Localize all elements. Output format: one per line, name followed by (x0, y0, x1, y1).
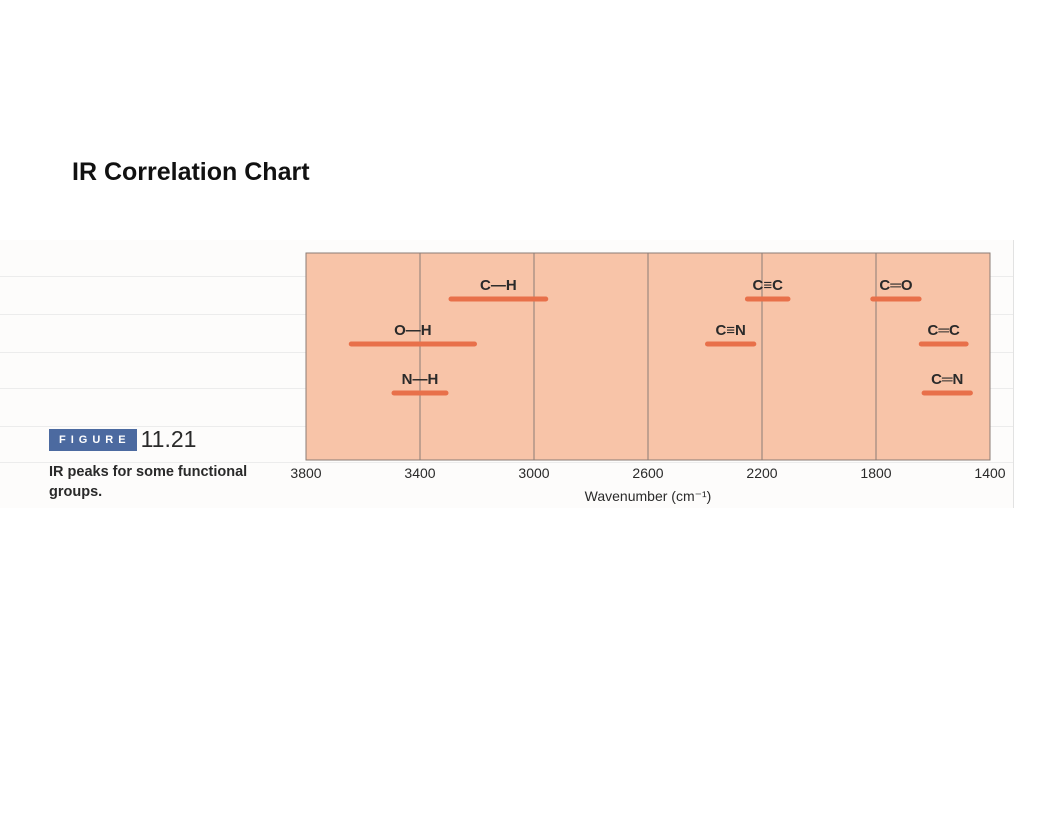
band-bar-3 (348, 341, 477, 347)
band-label-1: C≡C (752, 277, 783, 294)
bands: C—H C≡C C═O O—H C≡N C═C N—H C═N (348, 277, 973, 396)
band-bar-2 (870, 296, 922, 302)
figure-number: 11.21 (140, 426, 197, 452)
band-bar-4 (705, 341, 757, 347)
band-label-2: C═O (879, 277, 912, 294)
band-bar-1 (744, 296, 791, 302)
band-label-7: C═N (931, 371, 963, 388)
band-bar-5 (918, 341, 969, 347)
band-label-3: O—H (394, 322, 432, 339)
x-tick-3400: 3400 (404, 465, 435, 481)
band-bar-6 (391, 390, 449, 396)
x-tick-2200: 2200 (746, 465, 777, 481)
figure-caption: IR peaks for some functional groups. (49, 464, 248, 500)
figure-label: FIGURE 11.21 (49, 426, 196, 453)
x-tick-1800: 1800 (860, 465, 891, 481)
x-axis-label: Wavenumber (cm⁻¹) (585, 488, 712, 504)
band-label-0: C—H (480, 277, 517, 294)
band-label-5: C═C (928, 322, 960, 339)
band-label-4: C≡N (715, 322, 745, 339)
figure-badge: FIGURE (49, 428, 137, 451)
x-tick-2600: 2600 (632, 465, 663, 481)
band-label-6: N—H (402, 371, 439, 388)
x-tick-3000: 3000 (518, 465, 549, 481)
band-bar-0 (448, 296, 549, 302)
page-rule (0, 462, 1013, 463)
x-tick-3800: 3800 (290, 465, 321, 481)
x-tick-labels: 3800 3400 3000 2600 2200 1800 1400 (290, 465, 1005, 481)
gridlines (419, 253, 877, 460)
slide-title: IR Correlation Chart (72, 158, 310, 186)
band-bar-7 (921, 390, 973, 396)
x-tick-1400: 1400 (974, 465, 1005, 481)
